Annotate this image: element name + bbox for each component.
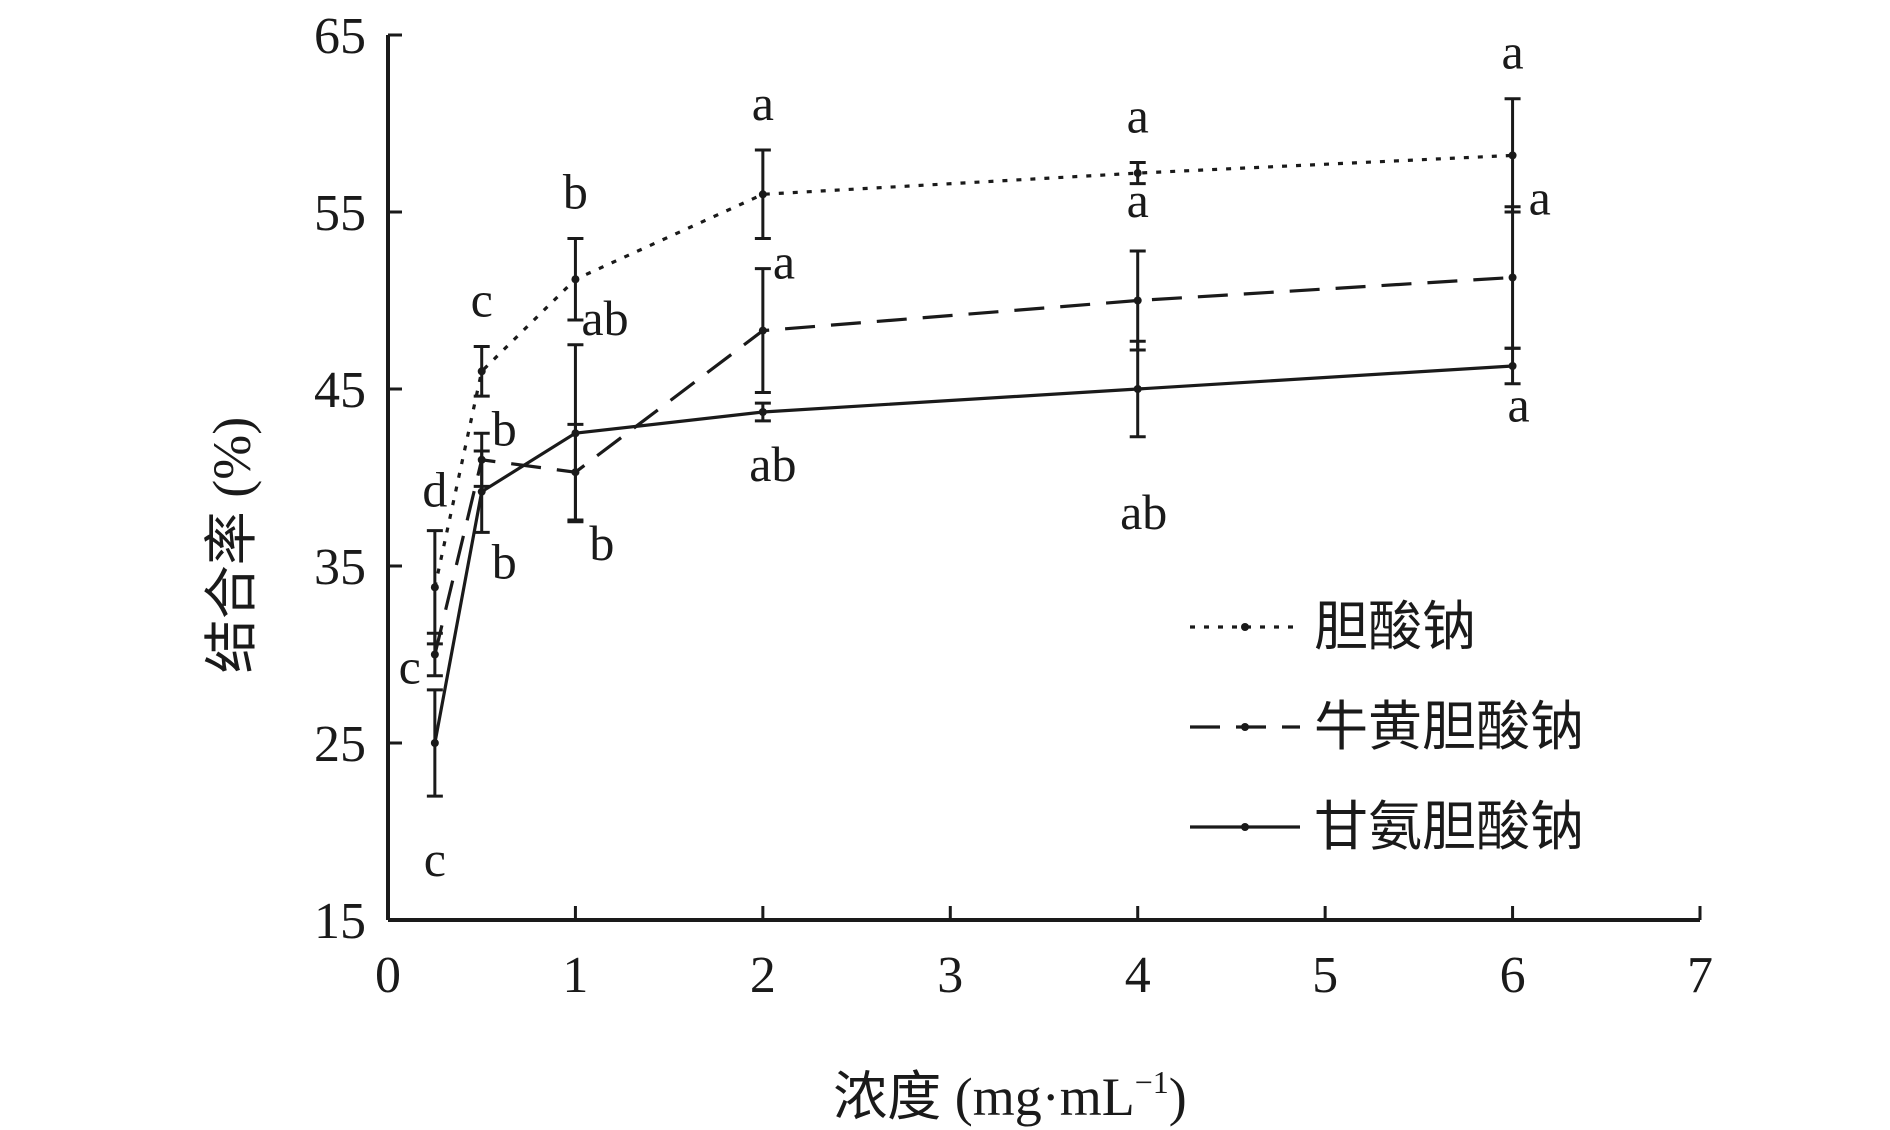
legend-item-3: 甘氨胆酸钠 — [1190, 797, 1584, 857]
x-tick-label: 2 — [750, 947, 776, 1004]
data-point — [430, 739, 439, 747]
x-tick-label: 3 — [937, 947, 963, 1004]
y-axis-title: 结合率 (%) — [202, 417, 262, 673]
significance-label: ab — [749, 436, 796, 492]
x-tick-label: 6 — [1500, 947, 1526, 1004]
legend-marker — [1241, 723, 1249, 731]
significance-label: a — [1127, 87, 1149, 143]
series-line — [433, 153, 1513, 588]
series-3 — [426, 339, 1521, 798]
data-point — [1508, 151, 1517, 160]
x-tick-label: 1 — [562, 947, 588, 1004]
legend-item-1: 胆酸钠 — [1190, 597, 1476, 657]
significance-label: b — [492, 400, 517, 456]
legend-marker — [1241, 623, 1249, 631]
legend-marker — [1241, 823, 1249, 831]
y-tick-label: 45 — [314, 362, 366, 419]
data-point — [1133, 169, 1142, 178]
significance-label: a — [752, 75, 774, 131]
y-tick-label: 55 — [314, 185, 366, 242]
legend-label: 牛黄胆酸钠 — [1314, 697, 1584, 757]
y-tick-label: 35 — [314, 539, 366, 596]
x-axis-title: 浓度 (mg·mL−1) — [833, 1064, 1187, 1127]
data-point — [571, 429, 580, 438]
significance-label: b — [563, 164, 588, 220]
data-point — [1508, 273, 1517, 282]
data-point — [758, 326, 767, 335]
significance-label: b — [589, 515, 614, 571]
data-point — [571, 275, 580, 284]
significance-label: a — [1501, 24, 1523, 80]
significance-label: c — [399, 639, 421, 695]
series-1 — [426, 97, 1521, 646]
significance-label: ab — [1120, 484, 1167, 540]
data-point — [1133, 385, 1142, 393]
legend-label: 胆酸钠 — [1314, 597, 1476, 657]
data-point — [758, 190, 767, 199]
data-point — [430, 583, 439, 592]
data-point — [477, 487, 486, 496]
significance-label: d — [422, 462, 447, 518]
significance-label: a — [1529, 170, 1551, 226]
significance-label: a — [1507, 377, 1529, 433]
significance-label: ab — [581, 290, 628, 346]
significance-label: c — [424, 831, 446, 887]
significance-label: a — [773, 234, 795, 290]
legend-item-2: 牛黄胆酸钠 — [1190, 697, 1584, 757]
y-tick-label: 15 — [314, 893, 366, 950]
data-point — [477, 367, 486, 376]
data-point — [758, 408, 767, 417]
x-tick-label: 7 — [1687, 947, 1713, 1004]
x-tick-label: 5 — [1312, 947, 1338, 1004]
series-group — [426, 97, 1521, 798]
significance-label: b — [492, 533, 517, 589]
significance-label: c — [471, 272, 493, 328]
x-tick-label: 4 — [1125, 947, 1151, 1004]
data-point — [1508, 361, 1517, 370]
data-point — [430, 650, 439, 659]
significance-label: a — [1127, 172, 1149, 228]
x-tick-label: 0 — [375, 947, 401, 1004]
y-tick-label: 25 — [314, 716, 366, 773]
data-point — [1133, 296, 1142, 305]
y-tick-label: 65 — [314, 8, 366, 65]
legend-label: 甘氨胆酸钠 — [1314, 797, 1584, 857]
series-line — [433, 275, 1513, 655]
